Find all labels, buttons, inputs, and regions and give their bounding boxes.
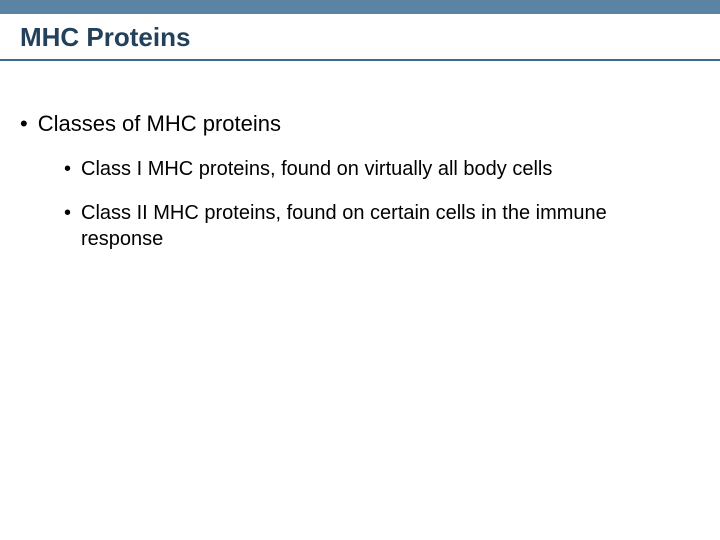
bullet-row: • Class II MHC proteins, found on certai… bbox=[64, 200, 692, 252]
bullet-text: Class II MHC proteins, found on certain … bbox=[81, 200, 692, 252]
slide: MHC Proteins • Classes of MHC proteins •… bbox=[0, 0, 720, 540]
bullet-text: Classes of MHC proteins bbox=[38, 110, 281, 138]
bullet-level2: • Class II MHC proteins, found on certai… bbox=[64, 200, 692, 252]
bullet-marker: • bbox=[20, 110, 28, 138]
bullet-level1: • Classes of MHC proteins • Class I MHC … bbox=[20, 110, 692, 252]
bullet-text: Class I MHC proteins, found on virtually… bbox=[81, 156, 552, 182]
bullet-level2: • Class I MHC proteins, found on virtual… bbox=[64, 156, 692, 182]
slide-title: MHC Proteins bbox=[20, 22, 720, 53]
bullet-row: • Classes of MHC proteins bbox=[20, 110, 692, 138]
slide-content: • Classes of MHC proteins • Class I MHC … bbox=[20, 110, 692, 274]
bullet-marker: • bbox=[64, 200, 71, 226]
top-accent-bar bbox=[0, 0, 720, 14]
bullet-row: • Class I MHC proteins, found on virtual… bbox=[64, 156, 692, 182]
title-region: MHC Proteins bbox=[0, 14, 720, 61]
bullet-marker: • bbox=[64, 156, 71, 182]
